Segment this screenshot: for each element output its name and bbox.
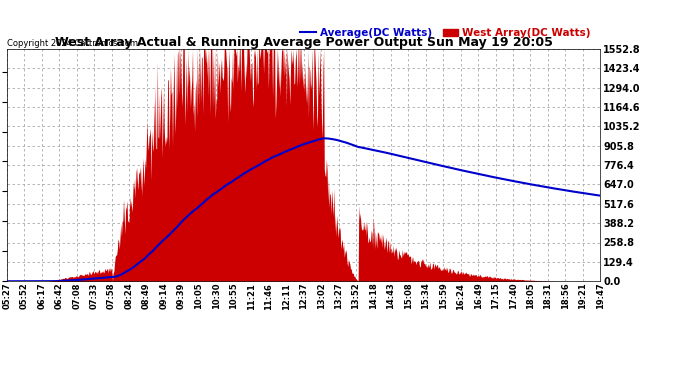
Title: West Array Actual & Running Average Power Output Sun May 19 20:05: West Array Actual & Running Average Powe…	[55, 36, 553, 49]
Legend: Average(DC Watts), West Array(DC Watts): Average(DC Watts), West Array(DC Watts)	[296, 24, 595, 42]
Text: Copyright 2024 Cartronics.com: Copyright 2024 Cartronics.com	[7, 39, 138, 48]
